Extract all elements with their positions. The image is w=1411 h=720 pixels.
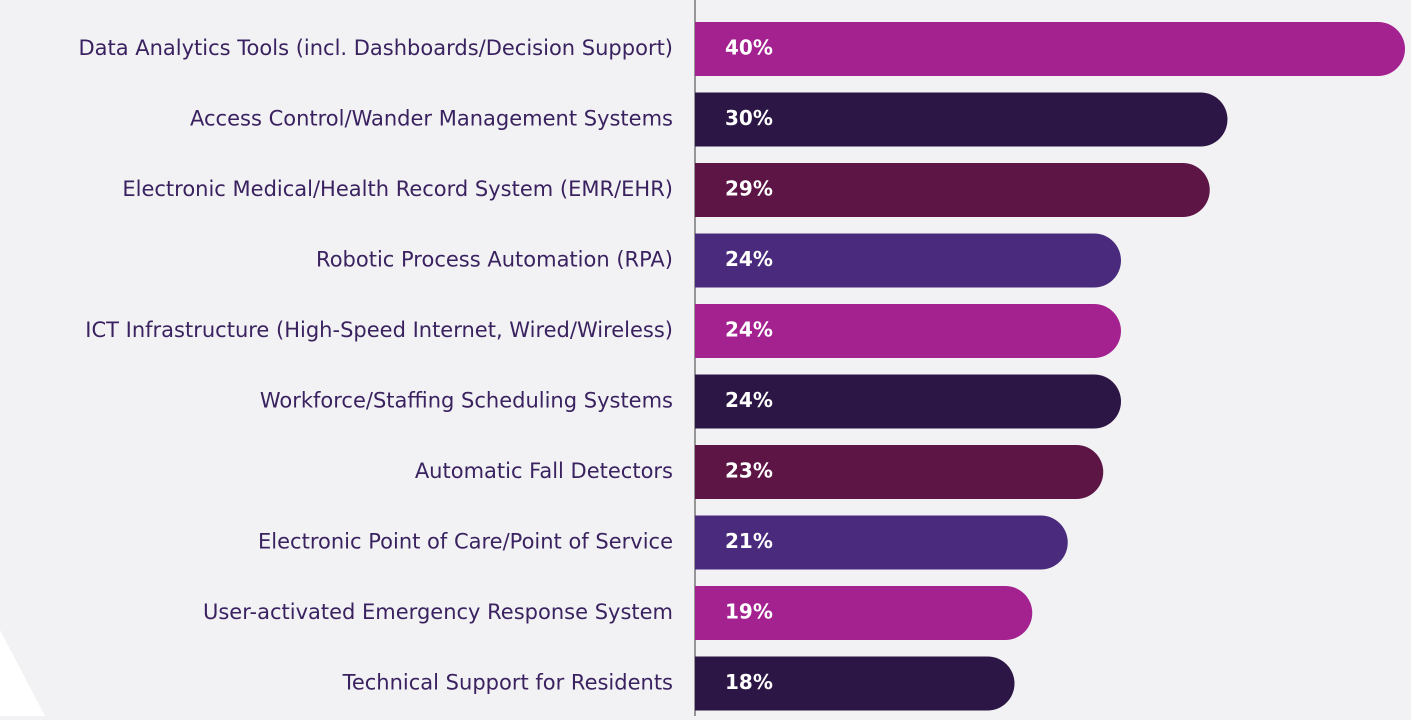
category-label: Electronic Point of Care/Point of Servic… <box>258 530 673 554</box>
bar <box>695 233 1121 288</box>
value-label: 24% <box>725 247 773 271</box>
value-label: 24% <box>725 318 773 342</box>
value-label: 29% <box>725 177 773 201</box>
bar <box>695 445 1104 499</box>
category-label: Automatic Fall Detectors <box>415 459 673 483</box>
value-label: 18% <box>725 670 773 694</box>
bar <box>695 163 1210 217</box>
bar <box>695 304 1121 358</box>
bar <box>695 515 1068 570</box>
category-label: Electronic Medical/Health Record System … <box>122 177 673 201</box>
category-label: Workforce/Staffing Scheduling Systems <box>260 389 673 413</box>
category-label: Technical Support for Residents <box>342 671 673 695</box>
value-label: 24% <box>725 388 773 412</box>
value-label: 40% <box>725 36 773 60</box>
category-label: ICT Infrastructure (High-Speed Internet,… <box>85 318 673 342</box>
decoration <box>0 630 45 716</box>
bar <box>695 92 1228 147</box>
bar <box>695 656 1015 711</box>
bar <box>695 374 1121 429</box>
category-label: Access Control/Wander Management Systems <box>190 107 673 131</box>
value-label: 30% <box>725 106 773 130</box>
bar <box>695 22 1405 76</box>
value-label: 21% <box>725 529 773 553</box>
category-label: Robotic Process Automation (RPA) <box>316 248 673 272</box>
category-label: Data Analytics Tools (incl. Dashboards/D… <box>78 36 673 60</box>
category-label: User-activated Emergency Response System <box>203 600 673 624</box>
bar <box>695 586 1033 640</box>
value-label: 19% <box>725 600 773 624</box>
value-label: 23% <box>725 459 773 483</box>
